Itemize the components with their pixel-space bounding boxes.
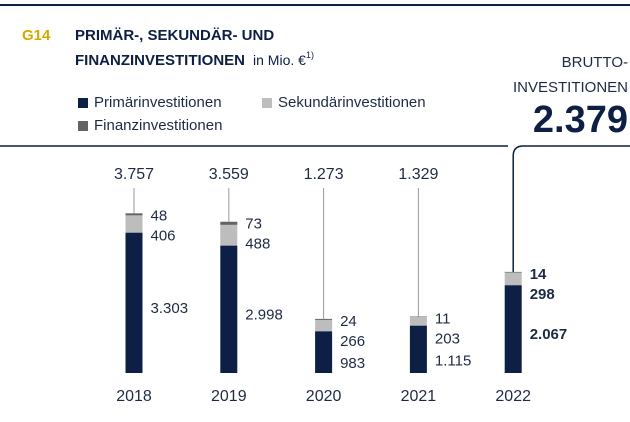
value-label: 298 [530,286,555,303]
bar-segment [125,215,143,233]
bar-segment [315,331,333,373]
bar-segment [504,285,522,373]
value-label: 2.067 [530,326,568,343]
chart-title: FINANZINVESTITIONEN [75,52,245,69]
value-label: 203 [435,330,460,347]
chart-id: G14 [22,27,51,44]
legend-label: Sekundärinvestitionen [278,94,426,111]
bar-segment [409,325,427,373]
total-label: 1.273 [304,166,344,183]
total-label: 1.329 [398,166,438,183]
value-label: 406 [151,227,176,244]
x-tick-label: 2018 [116,388,152,405]
value-label: 983 [340,355,365,372]
value-label: 1.115 [435,352,471,369]
chart-title: FINANZINVESTITIONEN in Mio. €1) [75,50,314,69]
value-label: 73 [245,216,262,233]
callout-label: INVESTITIONEN [513,79,628,96]
x-tick-label: 2020 [306,388,342,405]
callout-value: 2.379 [533,99,628,141]
callout-line [512,145,630,272]
value-label: 266 [340,333,365,350]
value-label: 488 [245,236,270,253]
x-tick-label: 2021 [401,388,437,405]
bar-segment [409,316,427,326]
bar-segment [315,319,333,332]
legend-label: Finanzinvestitionen [94,117,222,134]
value-label: 2.998 [245,306,283,323]
total-label: 3.559 [209,166,249,183]
bar-segment [220,224,238,246]
x-tick-label: 2019 [211,388,247,405]
total-label: 3.757 [114,166,154,183]
value-label: 48 [151,207,168,224]
value-label: 24 [340,313,357,330]
value-label: 14 [530,266,547,283]
callout-label: BRUTTO- [562,54,628,71]
legend-swatch [78,121,88,131]
x-tick-label: 2022 [495,388,531,405]
bar-segment [220,221,238,225]
value-label: 11 [435,310,451,327]
value-label: 3.303 [151,300,189,317]
legend-swatch [262,98,272,108]
unit: in Mio. € [253,52,306,68]
legend-swatch [78,98,88,108]
bar-segment [504,272,522,286]
bar-segment [504,271,522,273]
chart-title: PRIMÄR-, SEKUNDÄR- UND [75,27,274,44]
bar-segment [220,245,238,373]
legend-label: Primärinvestitionen [94,94,222,111]
bar-segment [315,318,333,320]
bar-segment [125,213,143,216]
footnote-ref: 1) [306,50,314,60]
bar-segment [125,232,143,373]
